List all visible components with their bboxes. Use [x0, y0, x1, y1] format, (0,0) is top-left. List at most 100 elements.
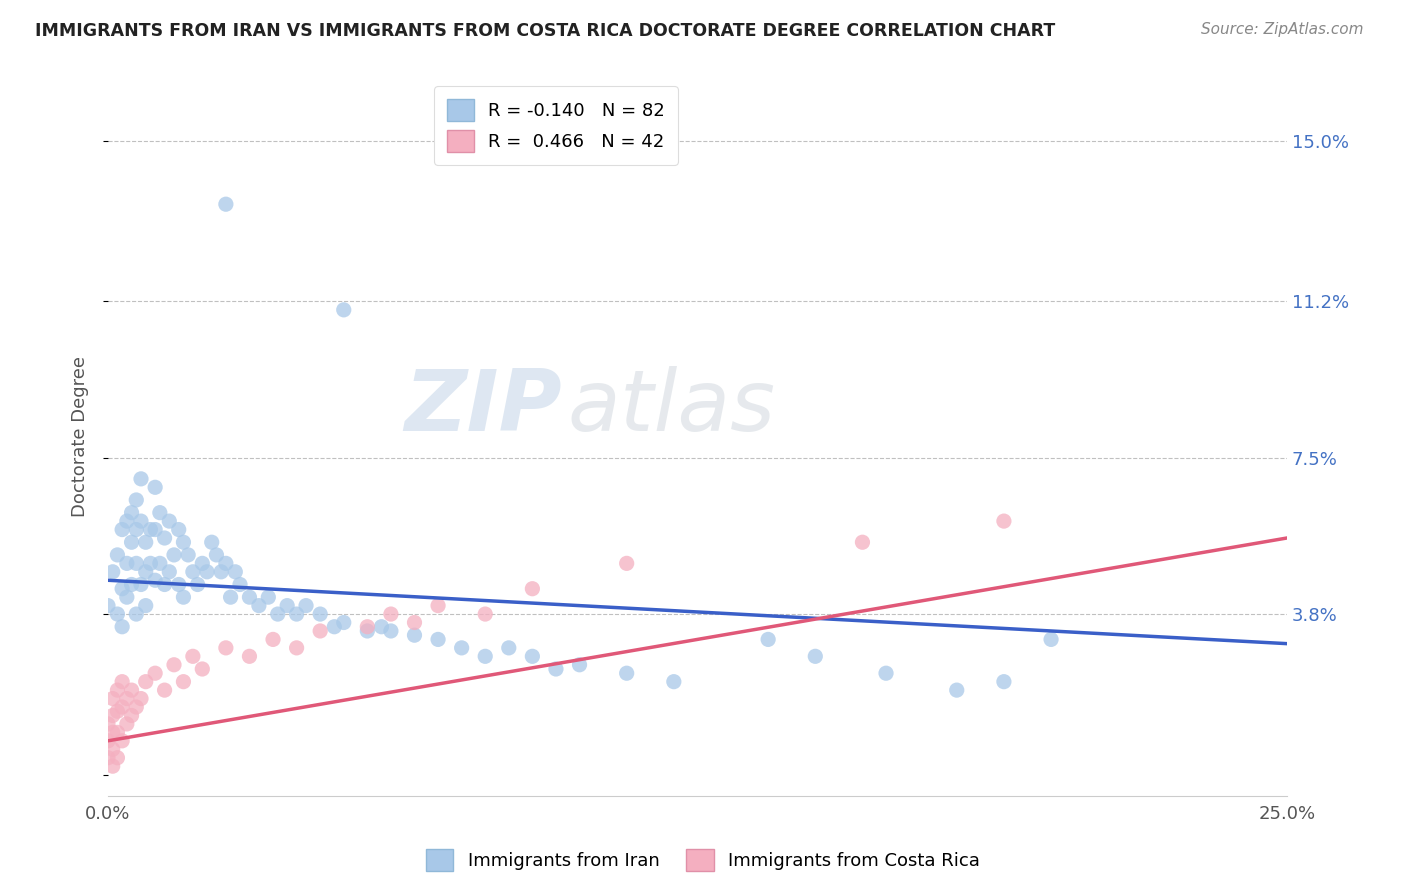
Point [993, 674, 1015, 689]
Legend: Immigrants from Iran, Immigrants from Costa Rica: Immigrants from Iran, Immigrants from Co… [419, 842, 987, 879]
Point [129, 577, 152, 591]
Point [380, 624, 402, 638]
Point [101, 742, 124, 756]
Point [107, 607, 129, 621]
Point [167, 577, 190, 591]
Point [115, 514, 138, 528]
Point [195, 565, 218, 579]
Point [257, 590, 280, 604]
Point [111, 700, 134, 714]
Point [143, 666, 166, 681]
Point [247, 599, 270, 613]
Point [332, 615, 354, 630]
Point [323, 620, 346, 634]
Point [97, 599, 120, 613]
Point [153, 683, 176, 698]
Point [121, 535, 143, 549]
Point [97, 717, 120, 731]
Point [522, 649, 544, 664]
Point [111, 674, 134, 689]
Point [111, 734, 134, 748]
Point [125, 523, 148, 537]
Point [129, 472, 152, 486]
Point [267, 607, 290, 621]
Point [149, 557, 172, 571]
Point [205, 548, 228, 562]
Point [107, 548, 129, 562]
Point [121, 506, 143, 520]
Point [143, 574, 166, 588]
Point [262, 632, 284, 647]
Legend: R = -0.140   N = 82, R =  0.466   N = 42: R = -0.140 N = 82, R = 0.466 N = 42 [434, 87, 678, 165]
Point [229, 577, 252, 591]
Point [356, 620, 378, 634]
Point [474, 607, 496, 621]
Point [139, 557, 162, 571]
Point [121, 683, 143, 698]
Point [135, 674, 157, 689]
Point [125, 700, 148, 714]
Point [285, 640, 308, 655]
Point [135, 565, 157, 579]
Point [187, 577, 209, 591]
Point [356, 624, 378, 638]
Point [201, 535, 224, 549]
Point [295, 599, 318, 613]
Point [115, 691, 138, 706]
Point [101, 708, 124, 723]
Point [153, 531, 176, 545]
Point [756, 632, 779, 647]
Point [219, 590, 242, 604]
Point [115, 557, 138, 571]
Point [121, 577, 143, 591]
Point [115, 717, 138, 731]
Point [97, 734, 120, 748]
Point [474, 649, 496, 664]
Point [107, 704, 129, 718]
Point [101, 565, 124, 579]
Text: IMMIGRANTS FROM IRAN VS IMMIGRANTS FROM COSTA RICA DOCTORATE DEGREE CORRELATION : IMMIGRANTS FROM IRAN VS IMMIGRANTS FROM … [35, 22, 1056, 40]
Point [450, 640, 472, 655]
Point [181, 565, 204, 579]
Point [135, 535, 157, 549]
Point [404, 628, 426, 642]
Point [1040, 632, 1063, 647]
Point [129, 514, 152, 528]
Point [332, 302, 354, 317]
Point [427, 632, 450, 647]
Point [568, 657, 591, 672]
Point [97, 750, 120, 764]
Point [172, 674, 194, 689]
Point [804, 649, 827, 664]
Point [111, 582, 134, 596]
Point [427, 599, 450, 613]
Point [125, 493, 148, 508]
Point [851, 535, 873, 549]
Point [157, 514, 180, 528]
Point [285, 607, 308, 621]
Point [544, 662, 567, 676]
Point [157, 565, 180, 579]
Point [945, 683, 967, 698]
Point [181, 649, 204, 664]
Point [121, 708, 143, 723]
Point [209, 565, 232, 579]
Point [662, 674, 685, 689]
Point [101, 725, 124, 739]
Point [215, 640, 238, 655]
Point [172, 535, 194, 549]
Point [125, 557, 148, 571]
Point [276, 599, 298, 613]
Point [101, 691, 124, 706]
Point [143, 523, 166, 537]
Point [135, 599, 157, 613]
Text: atlas: atlas [568, 367, 776, 450]
Y-axis label: Doctorate Degree: Doctorate Degree [72, 356, 89, 517]
Point [522, 582, 544, 596]
Point [238, 649, 260, 664]
Point [875, 666, 897, 681]
Point [215, 197, 238, 211]
Point [163, 657, 186, 672]
Point [107, 725, 129, 739]
Point [191, 557, 214, 571]
